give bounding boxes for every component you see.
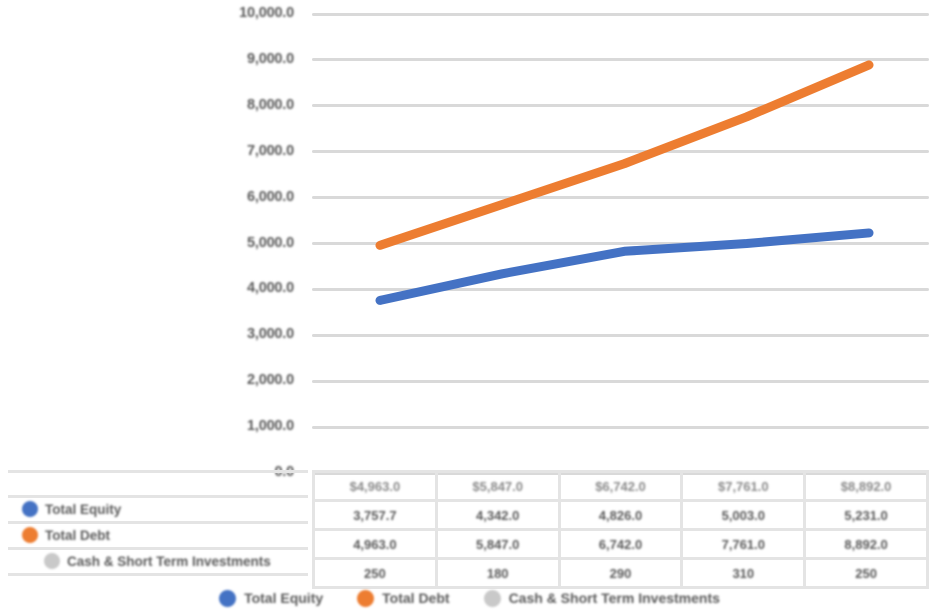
table-cell: 250 (312, 557, 438, 589)
table-row: $4,963.0 $5,847.0 $6,742.0 $7,761.0 $8,892.0 (312, 470, 929, 502)
y-axis-tick-label: 10,000.0 (239, 5, 294, 21)
plot-area (312, 12, 929, 475)
legend-item[interactable]: Cash & Short Term Investments (483, 589, 720, 607)
table-row-label: Cash & Short Term Investments (44, 548, 271, 574)
table-row-label-text: Total Equity (45, 501, 122, 517)
table-row-label-text: Cash & Short Term Investments (67, 553, 271, 569)
table-cell: 5,003.0 (680, 499, 807, 531)
table-header-cell: $7,761.0 (680, 470, 807, 502)
gridline (312, 58, 929, 62)
y-axis-tick-label: 6,000.0 (247, 188, 294, 205)
table-row-label-text: Total Debt (45, 527, 110, 543)
table-cell: 5,231.0 (803, 499, 929, 531)
table-cell: 4,342.0 (434, 499, 561, 531)
gridline (312, 150, 929, 154)
legend-marker-icon (357, 589, 375, 607)
row-label-separator (8, 546, 308, 550)
table-cell: 3,757.7 (312, 499, 438, 531)
table-row-label: Total Equity (22, 496, 121, 522)
gridline (312, 12, 929, 16)
table-cell: 290 (557, 557, 684, 589)
table-row: 3,757.7 4,342.0 4,826.0 5,003.0 5,231.0 (312, 499, 929, 531)
series-color-swatch-icon (44, 553, 60, 569)
legend-label: Total Equity (244, 590, 324, 606)
series-line (375, 60, 874, 250)
gridline (312, 242, 929, 245)
table-cell: 310 (680, 557, 807, 589)
gridline (312, 196, 929, 200)
table-cell: 8,892.0 (803, 528, 929, 560)
gridline (312, 333, 929, 337)
y-axis-tick-label: 5,000.0 (247, 234, 294, 251)
y-axis: 10,000.0 9,000.0 8,000.0 7,000.0 6,000.0 5,00… (200, 0, 304, 480)
series-lines (375, 60, 874, 305)
table-cell: 4,963.0 (312, 528, 438, 560)
table-row-labels: Total Equity Total Debt Cash & Short Term … (8, 470, 308, 576)
y-axis-tick-label: 3,000.0 (247, 326, 294, 343)
chart-legend: Total Equity Total Debt Cash & Short Term … (0, 586, 939, 610)
series-color-swatch-icon (22, 501, 38, 517)
row-label-separator (8, 520, 308, 524)
table-row-label: Total Debt (22, 522, 110, 548)
table-header-cell: $6,742.0 (557, 470, 684, 502)
y-axis-tick-label: 8,000.0 (247, 96, 294, 113)
table-header-cell: $8,892.0 (803, 470, 929, 502)
row-label-separator (8, 494, 308, 498)
y-axis-tick-label: 2,000.0 (247, 372, 294, 389)
table-row: 4,963.0 5,847.0 6,742.0 7,761.0 8,892.0 (312, 528, 929, 560)
legend-marker-icon (483, 589, 501, 607)
legend-item[interactable]: Total Equity (219, 589, 324, 607)
y-axis-tick-label: 4,000.0 (247, 280, 294, 297)
table-row: 250 180 290 310 250 (312, 557, 929, 589)
data-table: $4,963.0 $5,847.0 $6,742.0 $7,761.0 $8,892.0… (312, 470, 929, 589)
table-header-cell: $4,963.0 (312, 470, 438, 502)
table-header-cell: $5,847.0 (434, 470, 561, 502)
legend-marker-icon (219, 589, 237, 607)
row-label-separator (8, 470, 308, 473)
table-cell: 7,761.0 (680, 528, 807, 560)
series-color-swatch-icon (22, 527, 38, 543)
y-axis-tick-label: 9,000.0 (247, 50, 294, 67)
gridline (312, 379, 929, 383)
series-line (375, 228, 874, 305)
y-axis-tick-label: 1,000.0 (247, 418, 294, 435)
row-label-separator (8, 572, 308, 576)
table-cell: 6,742.0 (557, 528, 684, 560)
table-cell: 5,847.0 (434, 528, 561, 560)
y-axis-tick-label: 7,000.0 (247, 142, 294, 159)
gridline (312, 287, 929, 291)
legend-label: Total Debt (382, 590, 450, 606)
table-cell: 180 (434, 557, 561, 589)
gridline (312, 104, 929, 108)
legend-label: Cash & Short Term Investments (508, 590, 720, 606)
table-cell: 4,826.0 (557, 499, 684, 531)
gridline (312, 425, 929, 429)
table-cell: 250 (803, 557, 929, 589)
legend-item[interactable]: Total Debt (357, 589, 450, 607)
